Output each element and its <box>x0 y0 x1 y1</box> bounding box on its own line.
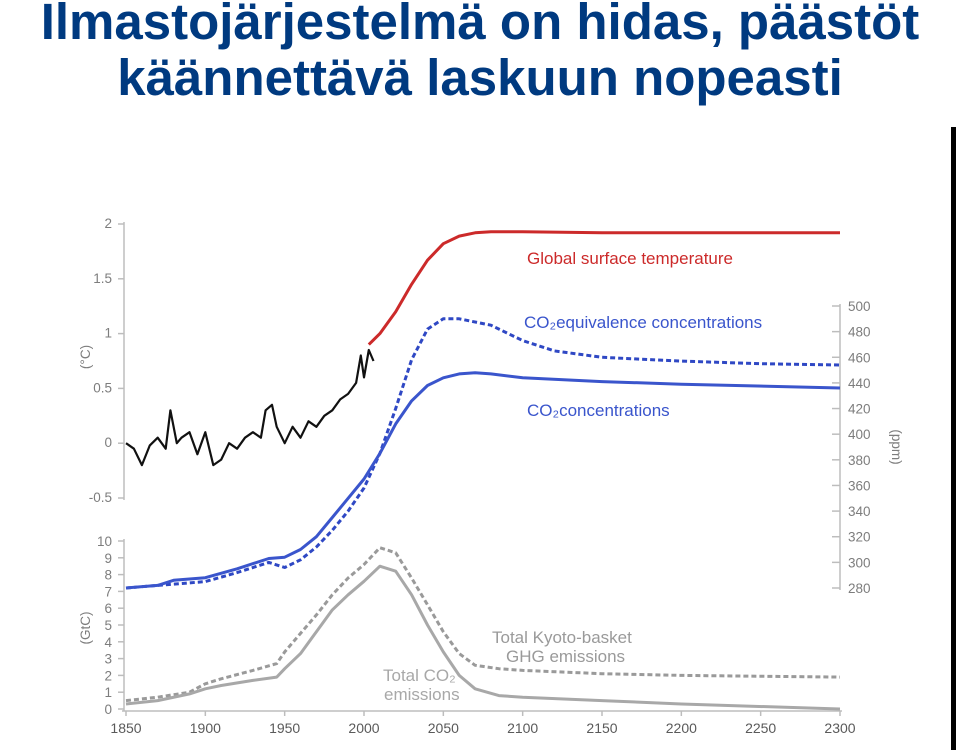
concentration-tick-label: 280 <box>848 581 871 596</box>
series-line-co2-equivalence-concentrations <box>125 317 841 590</box>
x-tick-label: 1850 <box>110 720 141 736</box>
x-tick-label: 2300 <box>824 720 855 736</box>
concentration-tick-label: 380 <box>848 453 871 468</box>
series-label: CO₂concentrations <box>527 401 670 420</box>
emissions-tick-label: 3 <box>104 652 112 667</box>
concentration-tick-label: 420 <box>848 402 871 417</box>
x-tick-label: 2200 <box>666 720 697 736</box>
concentration-tick-label: 460 <box>848 350 871 365</box>
slide-title: Ilmastojärjestelmä on hidas, päästöt kää… <box>0 0 960 106</box>
emissions-tick-label: 6 <box>104 601 112 616</box>
emissions-tick-label: 0 <box>104 702 112 717</box>
slide-title-line-1: Ilmastojärjestelmä on hidas, päästöt <box>40 0 920 50</box>
emissions-tick-label: 9 <box>104 551 112 566</box>
temperature-axis-unit: (°C) <box>78 345 93 369</box>
concentration-tick-label: 320 <box>848 530 871 545</box>
x-tick-label: 1900 <box>190 720 221 736</box>
right-border-rule <box>951 127 956 750</box>
concentration-tick-label: 360 <box>848 478 871 493</box>
concentration-tick-label: 300 <box>848 555 871 570</box>
emissions-tick-label: 5 <box>104 618 112 633</box>
x-tick-label: 2000 <box>348 720 379 736</box>
emissions-tick-label: 7 <box>104 584 112 599</box>
concentration-axis-unit: (ppm) <box>889 429 904 464</box>
emissions-tick-label: 2 <box>104 668 112 683</box>
emissions-axis-unit: (GtC) <box>78 612 93 645</box>
series-line-total-kyoto-basket-ghg-emissions <box>125 546 841 703</box>
concentration-tick-label: 500 <box>848 299 871 314</box>
concentration-tick-label: 480 <box>848 325 871 340</box>
temperature-tick-label: 0 <box>104 435 112 450</box>
x-tick-label: 2050 <box>428 720 459 736</box>
series-label: emissions <box>384 685 460 704</box>
slide-title-line-2: käännettävä laskuun nopeasti <box>117 49 843 106</box>
series-label: Total CO₂ <box>383 666 456 685</box>
emissions-tick-label: 8 <box>104 568 112 583</box>
x-tick-label: 2100 <box>507 720 538 736</box>
emissions-tick-label: 10 <box>97 534 112 549</box>
series-label: GHG emissions <box>506 647 625 666</box>
x-tick-label: 1950 <box>269 720 300 736</box>
series-line-global-surface-temperature <box>367 230 840 346</box>
series-line-co2-concentrations <box>125 371 841 590</box>
temperature-tick-label: 0.5 <box>93 380 112 395</box>
emissions-tick-label: 4 <box>104 635 112 650</box>
series-label: Total Kyoto-basket <box>492 628 632 647</box>
temperature-tick-label: 1.5 <box>93 271 112 286</box>
temperature-tick-label: 2 <box>104 216 112 231</box>
x-tick-label: 2150 <box>586 720 617 736</box>
temperature-tick-label: -0.5 <box>89 490 112 505</box>
series-label: Global surface temperature <box>527 249 733 268</box>
concentration-tick-label: 400 <box>848 427 871 442</box>
series-line-observed-temperature <box>125 348 375 467</box>
temperature-tick-label: 1 <box>104 326 112 341</box>
concentration-tick-label: 340 <box>848 504 871 519</box>
series-line-total-co2-emissions <box>125 564 841 711</box>
concentration-tick-label: 440 <box>848 376 871 391</box>
series-label: CO₂equivalence concentrations <box>524 313 762 332</box>
x-tick-label: 2250 <box>745 720 776 736</box>
emissions-tick-label: 1 <box>104 685 112 700</box>
